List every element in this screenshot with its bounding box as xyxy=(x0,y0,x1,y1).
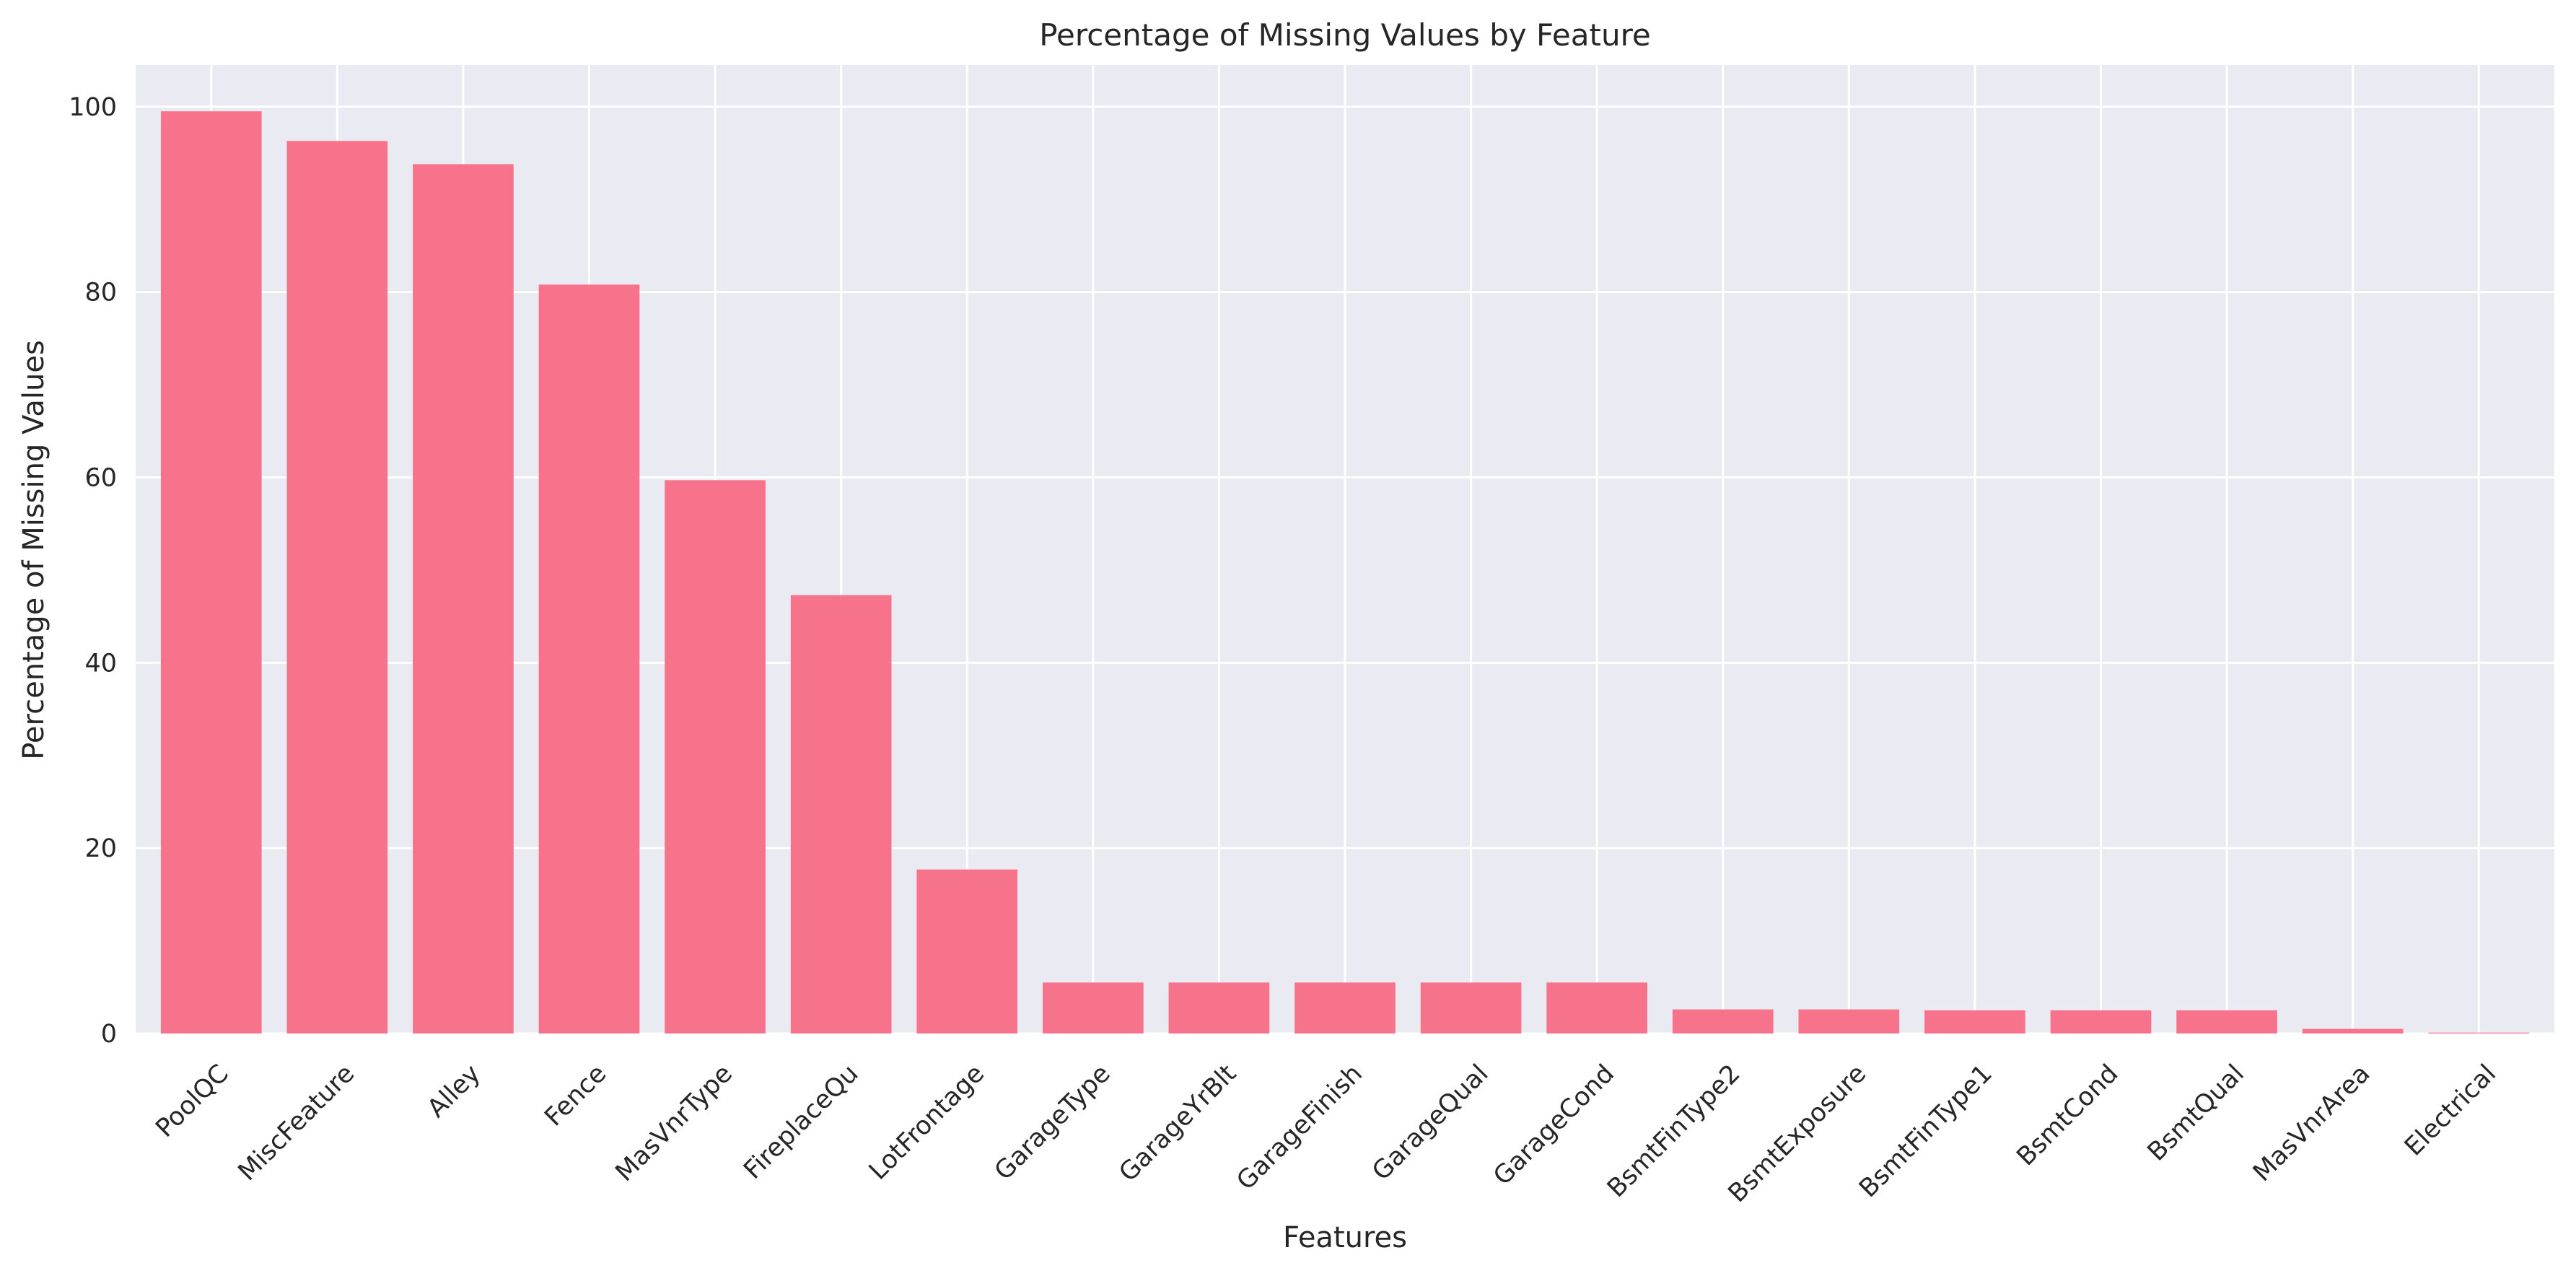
bar-bsmtexposure xyxy=(1798,1009,1900,1034)
bar-bsmtfintype2 xyxy=(1672,1009,1774,1034)
bar-bsmtqual xyxy=(2176,1010,2277,1034)
x-tick-label: FireplaceQu xyxy=(738,1059,864,1185)
x-tick-label: GarageYrBlt xyxy=(1114,1059,1243,1188)
bar-garagequal xyxy=(1420,982,1522,1034)
x-tick-label: BsmtCond xyxy=(2012,1059,2124,1172)
bar-masvnrtype xyxy=(665,480,766,1034)
x-tick-label: GarageFinish xyxy=(1232,1059,1368,1196)
x-tick-label: GarageCond xyxy=(1488,1059,1620,1192)
chart-title: Percentage of Missing Values by Feature xyxy=(1039,17,1651,53)
y-tick-label: 100 xyxy=(69,93,117,122)
bar-alley xyxy=(413,164,514,1034)
y-tick-label: 0 xyxy=(101,1020,117,1049)
y-axis-label: Percentage of Missing Values xyxy=(17,340,51,760)
bar-bsmtcond xyxy=(2050,1010,2152,1034)
bars xyxy=(160,111,2530,1034)
bar-bsmtfintype1 xyxy=(1924,1010,2025,1034)
x-axis-label: Features xyxy=(1283,1221,1407,1254)
x-tick-label: MasVnrArea xyxy=(2248,1059,2375,1187)
x-tick-label: BsmtQual xyxy=(2142,1059,2250,1167)
bar-garagetype xyxy=(1043,982,1144,1034)
x-tick-label: LotFrontage xyxy=(864,1059,990,1186)
bar-electrical xyxy=(2428,1032,2530,1034)
bar-fireplacequ xyxy=(790,595,892,1034)
y-tick-label: 80 xyxy=(84,279,117,307)
bar-miscfeature xyxy=(286,141,388,1034)
x-tick-label: MasVnrType xyxy=(610,1059,738,1187)
x-tick-label: PoolQC xyxy=(150,1059,234,1143)
x-tick-label: GarageQual xyxy=(1367,1059,1494,1187)
x-tick-label: Electrical xyxy=(2399,1059,2502,1162)
x-tick-label: Alley xyxy=(422,1059,486,1124)
x-tick-label: MiscFeature xyxy=(233,1059,361,1187)
y-tick-label: 20 xyxy=(84,834,117,863)
x-tick-label: GarageType xyxy=(989,1059,1116,1187)
y-tick-labels: 0 20 40 60 80 100 xyxy=(69,93,117,1049)
y-tick-label: 40 xyxy=(84,649,117,678)
x-tick-label: BsmtFinType1 xyxy=(1854,1059,1998,1204)
bar-fence xyxy=(538,284,640,1034)
x-tick-label: BsmtFinType2 xyxy=(1602,1059,1746,1204)
bar-garagecond xyxy=(1546,982,1647,1034)
y-tick-label: 60 xyxy=(84,463,117,492)
bar-garagefinish xyxy=(1294,982,1396,1034)
x-tick-label: Fence xyxy=(539,1059,612,1132)
x-tick-label: BsmtExposure xyxy=(1723,1059,1872,1209)
bar-lotfrontage xyxy=(916,869,1018,1034)
bar-garageyrblt xyxy=(1168,982,1270,1034)
bar-poolqc xyxy=(160,111,262,1034)
bar-masvnrarea xyxy=(2302,1028,2404,1034)
